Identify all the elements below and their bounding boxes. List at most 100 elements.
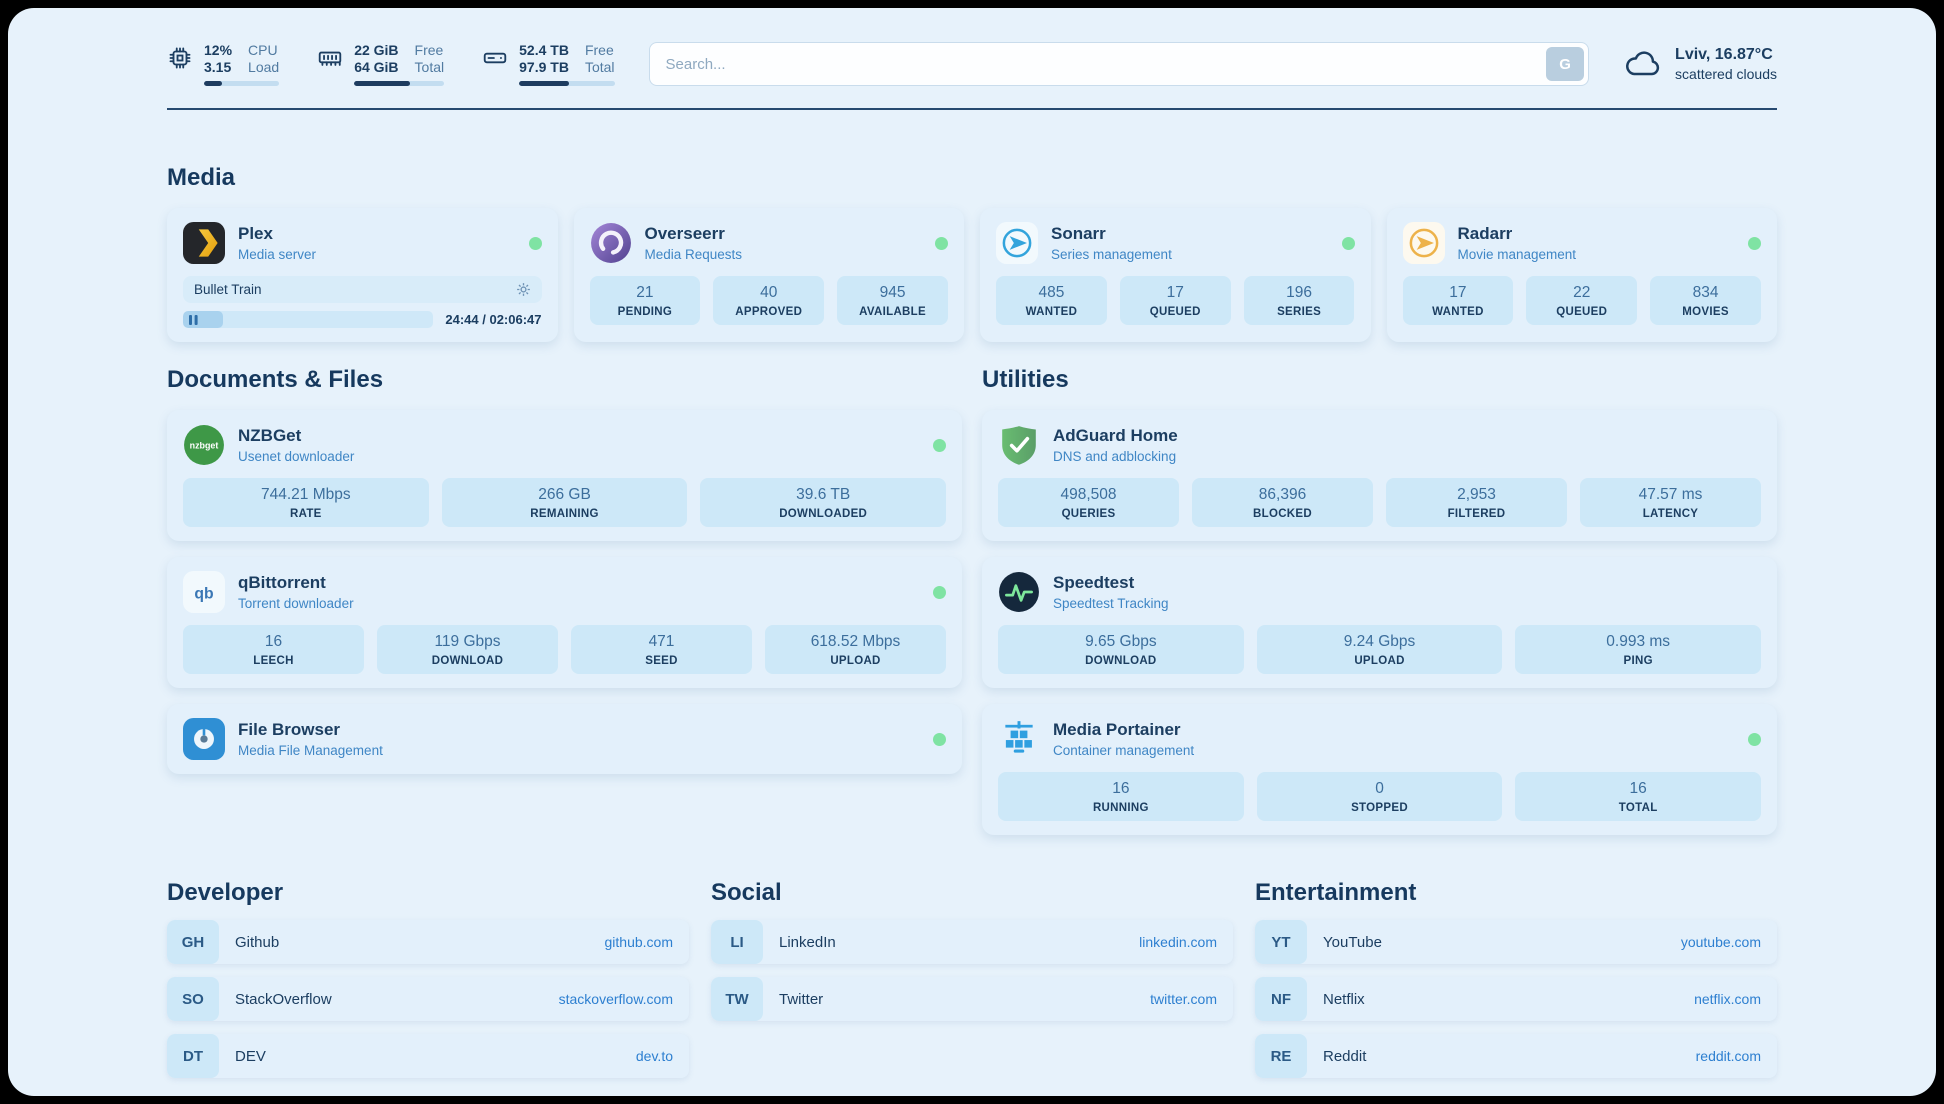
stat-box: 9.24 Gbps UPLOAD <box>1256 625 1503 674</box>
search-go-button[interactable]: G <box>1546 47 1585 81</box>
bookmark-url[interactable]: dev.to <box>635 1048 673 1064</box>
plex-icon <box>183 222 225 264</box>
stat-value: 196 <box>1286 284 1312 301</box>
pause-icon[interactable] <box>189 314 198 325</box>
svg-text:qb: qb <box>194 585 213 602</box>
now-playing-title: Bullet Train <box>194 282 262 297</box>
app-title: Radarr <box>1457 224 1513 243</box>
stat-label: LEECH <box>253 655 294 667</box>
app-title: Speedtest <box>1053 573 1135 592</box>
bookmark-url[interactable]: netflix.com <box>1694 991 1761 1007</box>
ram-icon <box>317 45 343 71</box>
stat-box: 945 AVAILABLE <box>837 276 948 325</box>
bookmark-linkedin[interactable]: LI LinkedIn linkedin.com <box>711 920 1233 964</box>
app-card-radarr[interactable]: Radarr Movie management 17 WANTED 22 QUE… <box>1386 208 1777 342</box>
app-card-qbittorrent[interactable]: qb qBittorrent Torrent downloader 16 LEE… <box>167 557 962 688</box>
search-bar: G <box>648 42 1590 86</box>
bookmark-url[interactable]: twitter.com <box>1150 991 1217 1007</box>
bookmark-url[interactable]: youtube.com <box>1680 934 1761 950</box>
status-dot <box>935 236 948 250</box>
app-card-plex[interactable]: Plex Media server Bullet Train <box>167 208 558 342</box>
app-card-speedtest[interactable]: Speedtest Speedtest Tracking 9.65 Gbps D… <box>982 557 1777 688</box>
playback-progress-row: 24:44 / 02:06:47 <box>183 311 542 328</box>
bookmark-github[interactable]: GH Github github.com <box>167 920 689 964</box>
status-dot <box>933 438 946 452</box>
stat-value: 17 <box>1449 284 1467 301</box>
stat-value: 40 <box>760 284 778 301</box>
portainer-icon <box>998 718 1040 760</box>
stat-box: 498,508 QUERIES <box>998 478 1179 527</box>
utilities-heading: Utilities <box>982 366 1069 393</box>
stat-box: 21 PENDING <box>589 276 701 325</box>
gear-icon[interactable] <box>516 282 531 297</box>
app-card-nzbget[interactable]: nzbget NZBGet Usenet downloader 744.21 M… <box>167 410 962 541</box>
sonarr-icon <box>996 222 1038 264</box>
bookmark-url[interactable]: reddit.com <box>1695 1048 1761 1064</box>
bookmark-tag: SO <box>167 977 219 1021</box>
app-card-overseerr[interactable]: Overseerr Media Requests 21 PENDING 40 A… <box>573 208 964 342</box>
app-card-sonarr[interactable]: Sonarr Series management 485 WANTED 17 Q… <box>980 208 1371 342</box>
stat-box: 119 Gbps DOWNLOAD <box>377 625 558 674</box>
bookmark-tag: GH <box>167 920 219 964</box>
bookmark-name: Twitter <box>779 990 824 1008</box>
stat-value: 266 GB <box>538 486 591 503</box>
weather-widget: Lviv, 16.87°C scattered clouds <box>1623 46 1777 82</box>
now-playing-row: Bullet Train <box>183 276 542 303</box>
stat-label: RUNNING <box>1092 802 1149 814</box>
stat-label: AVAILABLE <box>859 306 926 318</box>
stat-box: 17 QUEUED <box>1119 276 1231 325</box>
bookmark-twitter[interactable]: TW Twitter twitter.com <box>711 977 1233 1021</box>
app-title: Overseerr <box>644 224 725 243</box>
stat-value: 9.24 Gbps <box>1343 633 1416 650</box>
stat-value: 9.65 Gbps <box>1085 633 1157 650</box>
bookmark-name: Reddit <box>1323 1047 1367 1065</box>
speedtest-icon <box>998 571 1040 613</box>
stat-label: DOWNLOADED <box>779 508 868 520</box>
stat-value: 618.52 Mbps <box>810 633 901 650</box>
search-input[interactable] <box>648 42 1590 86</box>
entertainment-heading: Entertainment <box>1255 879 1417 906</box>
stat-value: 86,396 <box>1258 486 1307 503</box>
stat-label: SEED <box>645 655 678 667</box>
stat-box: 39.6 TB DOWNLOADED <box>700 478 947 527</box>
app-subtitle: Container management <box>1053 743 1195 758</box>
bookmark-name: DEV <box>235 1047 266 1065</box>
bookmark-url[interactable]: linkedin.com <box>1139 934 1217 950</box>
disk-progress-bar <box>519 81 615 86</box>
stat-box: 9.65 Gbps DOWNLOAD <box>998 625 1244 674</box>
section-documents: Documents & Files nzbget NZBGet Usenet d… <box>167 366 962 774</box>
stat-label: DOWNLOAD <box>431 655 504 667</box>
bookmark-youtube[interactable]: YT YouTube youtube.com <box>1255 920 1777 964</box>
status-dot <box>1748 236 1761 250</box>
media-heading: Media <box>167 164 236 191</box>
bookmark-url[interactable]: github.com <box>604 934 673 950</box>
weather-condition: scattered clouds <box>1675 66 1777 82</box>
stat-box: 744.21 Mbps RATE <box>183 478 429 527</box>
app-card-adguard[interactable]: AdGuard Home DNS and adblocking 498,508 … <box>982 410 1777 541</box>
app-subtitle: Media Requests <box>644 247 743 262</box>
cpu-progress-bar <box>204 81 280 86</box>
ram-total-label: Total <box>414 59 445 75</box>
cpu-progress-fill <box>204 81 223 86</box>
app-subtitle: Media server <box>238 247 317 262</box>
bookmark-name: YouTube <box>1323 933 1382 951</box>
bookmark-stackoverflow[interactable]: SO StackOverflow stackoverflow.com <box>167 977 689 1021</box>
bookmark-tag: NF <box>1255 977 1307 1021</box>
weather-cloud-icon <box>1623 49 1663 79</box>
bookmark-tag: RE <box>1255 1034 1307 1078</box>
app-title: qBittorrent <box>238 573 326 592</box>
disk-total-label: Total <box>584 59 615 75</box>
status-dot <box>1341 236 1355 250</box>
bookmark-url[interactable]: stackoverflow.com <box>558 991 673 1007</box>
section-social: Social LI LinkedIn linkedin.com TW Twitt… <box>711 879 1233 1021</box>
stat-value: 119 Gbps <box>434 633 501 650</box>
bookmark-dev[interactable]: DT DEV dev.to <box>167 1034 689 1078</box>
app-card-filebrowser[interactable]: File Browser Media File Management <box>167 704 962 774</box>
topbar: 12% CPU 3.15 Load 22 GiB <box>167 8 1777 86</box>
bookmark-netflix[interactable]: NF Netflix netflix.com <box>1255 977 1777 1021</box>
ram-free-value: 22 GiB <box>354 42 399 58</box>
status-dot <box>528 236 542 250</box>
stat-label: SERIES <box>1277 306 1322 318</box>
bookmark-reddit[interactable]: RE Reddit reddit.com <box>1255 1034 1777 1078</box>
app-card-portainer[interactable]: Media Portainer Container management 16 … <box>982 704 1777 835</box>
